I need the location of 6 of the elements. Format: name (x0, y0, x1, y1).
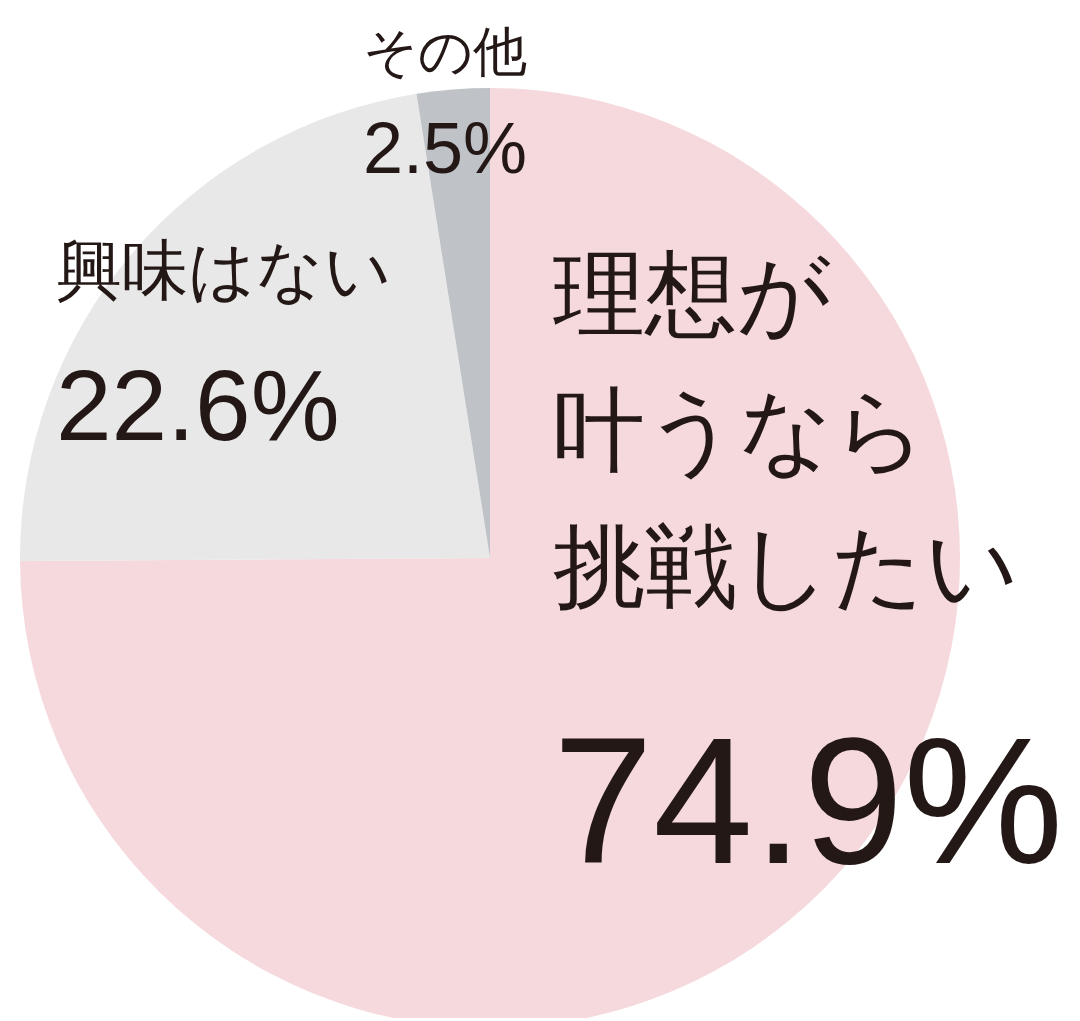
data-label: 74.9% (553, 700, 1064, 901)
slice-label: 理想が叶うなら挑戦したい (553, 241, 1019, 620)
data-label: 2.5% (363, 108, 528, 188)
slice-label: その他 (363, 20, 527, 83)
data-label: 22.6% (56, 349, 340, 461)
slice-label: 興味はない (56, 232, 392, 309)
